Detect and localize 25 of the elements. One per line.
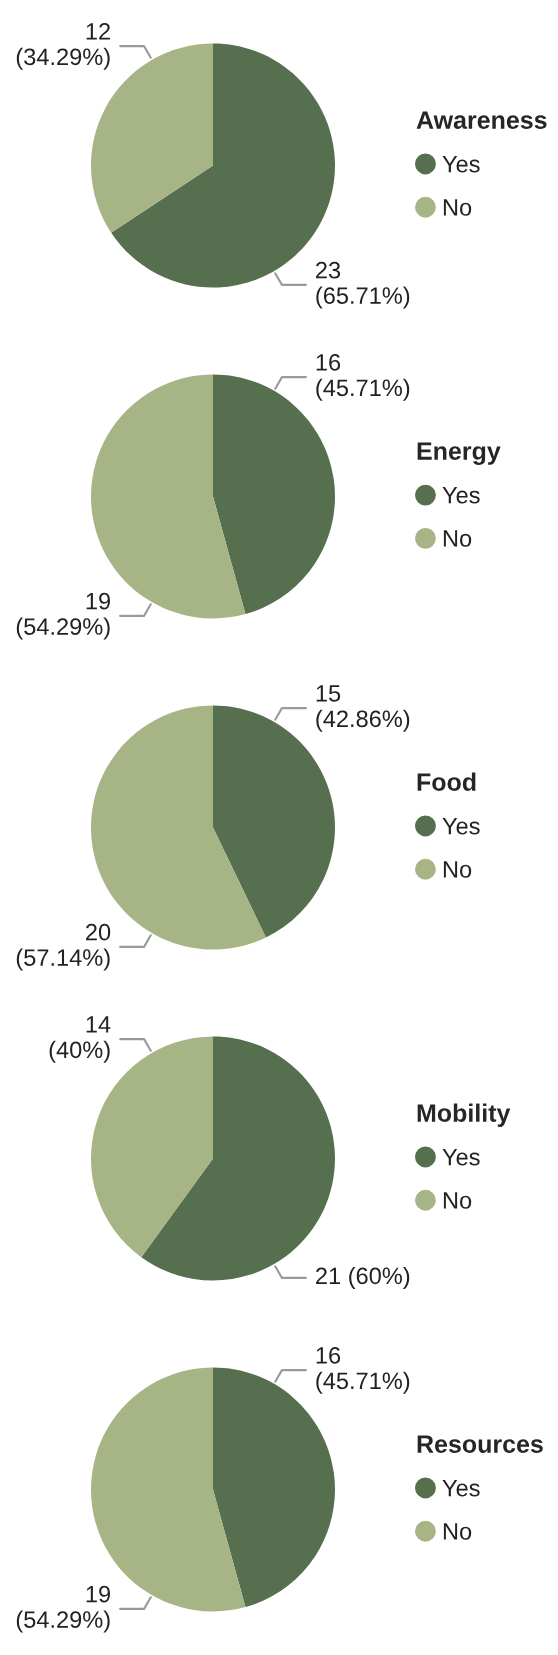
legend-label: Yes: [442, 156, 480, 173]
data-label: 16 (45.71%): [316, 354, 410, 401]
data-label: 21 (60%): [316, 1266, 410, 1289]
legend-label: No: [443, 861, 472, 878]
data-label: 14 (40%): [49, 1016, 111, 1063]
legend-title: Food: [417, 772, 476, 791]
slice-label: Yes: [442, 1480, 480, 1497]
data-label: 19 (54.29%): [16, 592, 111, 640]
legend-title: Awareness: [416, 111, 547, 129]
legend-title: Resources: [417, 1435, 543, 1453]
legend-label: No: [443, 1523, 472, 1540]
slice-label: Yes: [442, 1149, 480, 1166]
slice-label: Yes: [442, 487, 480, 504]
data-label: 15 (42.86%): [316, 685, 410, 732]
slice-label: Yes: [442, 818, 480, 835]
legend-label: No: [443, 1192, 472, 1209]
legend-title: Energy: [417, 442, 501, 465]
data-label: 20 (57.14%): [16, 923, 111, 971]
data-label: 23 (65.71%): [316, 261, 410, 309]
legend-label: No: [443, 199, 472, 216]
legend-label: No: [443, 530, 472, 547]
data-label: 16 (45.71%): [316, 1347, 410, 1394]
data-label: 19 (54.29%): [16, 1585, 111, 1633]
legend-title: Mobility: [417, 1103, 511, 1127]
data-label: 12 (34.29%): [16, 23, 110, 70]
